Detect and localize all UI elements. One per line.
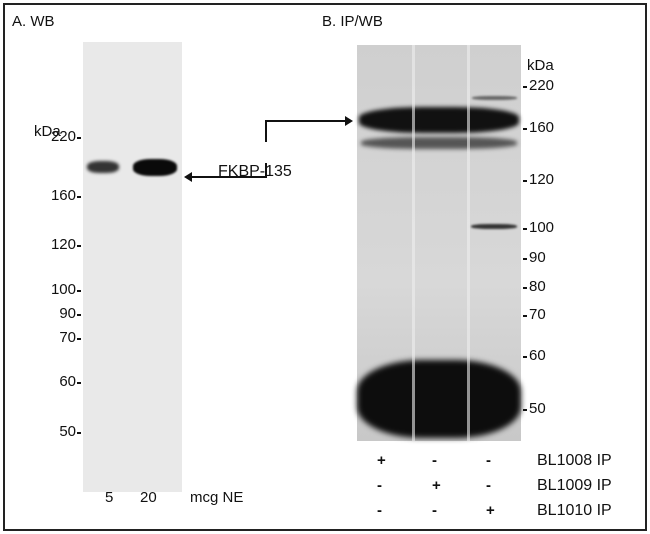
marker-label: 80: [529, 278, 546, 295]
marker-label: 220: [529, 77, 555, 94]
lane-separator: [467, 45, 470, 441]
marker-tick: [523, 128, 527, 130]
marker-label: 160: [529, 119, 555, 136]
marker-tick: [523, 356, 527, 358]
fkbp-label: FKBP-135: [218, 163, 292, 180]
band-160: [359, 107, 519, 133]
marker-label: 70: [59, 329, 76, 346]
marker-tick: [77, 432, 81, 434]
lane-unit: mcg NE: [190, 489, 244, 506]
lane-sign: -: [377, 502, 382, 519]
lane-sign: -: [486, 452, 491, 469]
panel-a-unit: kDa: [34, 123, 61, 140]
marker-label: 120: [50, 236, 76, 253]
marker-label: 100: [50, 281, 76, 298]
marker-tick: [523, 258, 527, 260]
marker-label: 60: [529, 347, 546, 364]
band-100-lane3: [471, 224, 517, 229]
marker-label: 90: [529, 249, 546, 266]
arrow-left-head: [184, 172, 192, 182]
arrow-vertical-line: [265, 120, 267, 142]
marker-tick: [523, 86, 527, 88]
lane-sign: -: [377, 477, 382, 494]
panel-b-blot: [357, 45, 521, 441]
marker-tick: [523, 228, 527, 230]
marker-label: 160: [50, 187, 76, 204]
lane-sign: +: [432, 477, 441, 494]
marker-tick: [77, 245, 81, 247]
lane-sign: +: [486, 502, 495, 519]
row-label: BL1008 IP: [537, 452, 612, 469]
marker-tick: [77, 338, 81, 340]
marker-label: 100: [529, 219, 555, 236]
marker-tick: [523, 180, 527, 182]
band-lane-20: [133, 159, 177, 176]
band-150: [361, 137, 517, 149]
lane-sign: -: [432, 452, 437, 469]
panel-b-title: B. IP/WB: [322, 13, 383, 30]
marker-tick: [77, 196, 81, 198]
marker-label: 50: [59, 423, 76, 440]
figure-border: [3, 3, 647, 531]
row-label: BL1010 IP: [537, 502, 612, 519]
panel-b-unit: kDa: [527, 57, 554, 74]
band-heavy-chain: [357, 360, 521, 438]
band-lane-5: [87, 161, 119, 173]
marker-tick: [77, 137, 81, 139]
band-200-lane3: [472, 96, 517, 100]
marker-tick: [523, 315, 527, 317]
lane-sign: -: [432, 502, 437, 519]
marker-label: 50: [529, 400, 546, 417]
marker-label: 60: [59, 373, 76, 390]
marker-tick: [523, 287, 527, 289]
lane-sign: -: [486, 477, 491, 494]
marker-label: 120: [529, 171, 555, 188]
arrow-right-head: [345, 116, 353, 126]
marker-tick: [77, 382, 81, 384]
arrow-vertical-line: [265, 163, 267, 178]
marker-tick: [77, 314, 81, 316]
panel-a-title: A. WB: [12, 13, 55, 30]
lane-separator: [412, 45, 415, 441]
lane-label: 20: [140, 489, 157, 506]
marker-tick: [77, 290, 81, 292]
marker-label: 90: [59, 305, 76, 322]
panel-a-blot: [83, 42, 182, 492]
marker-tick: [523, 409, 527, 411]
arrow-left-line: [190, 176, 267, 178]
marker-label: 220: [50, 128, 76, 145]
lane-sign: +: [377, 452, 386, 469]
lane-label: 5: [105, 489, 114, 506]
marker-label: 70: [529, 306, 546, 323]
arrow-right-line: [265, 120, 347, 122]
row-label: BL1009 IP: [537, 477, 612, 494]
